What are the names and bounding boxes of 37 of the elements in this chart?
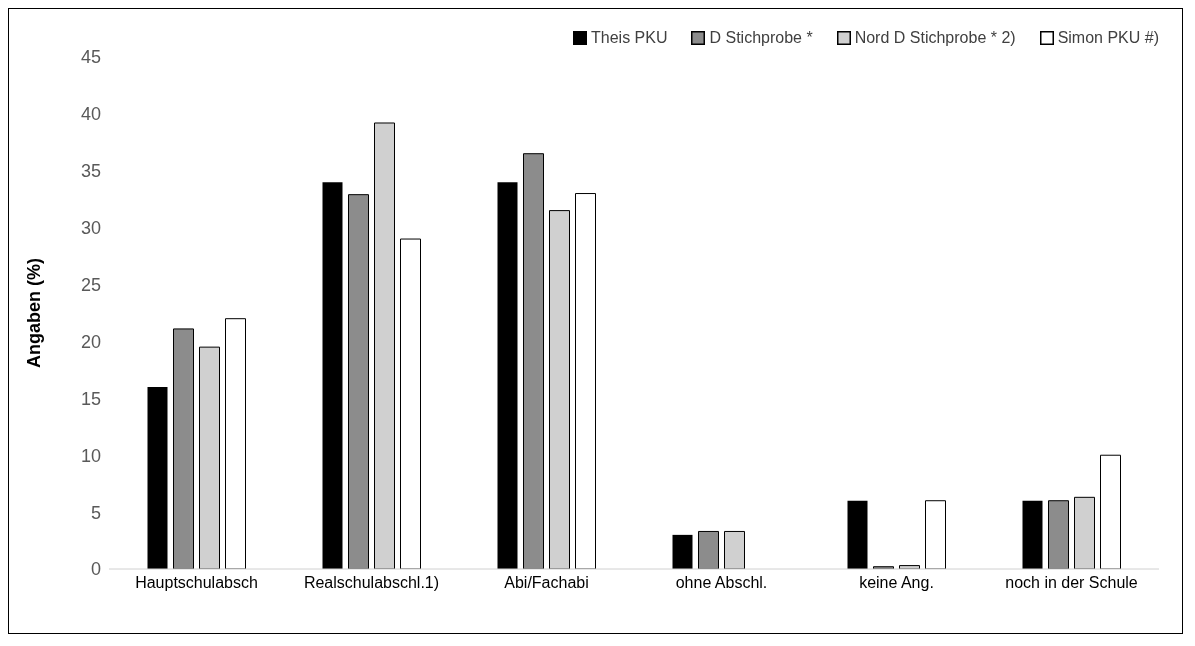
bar — [147, 386, 168, 569]
x-tick-label: noch in der Schule — [1005, 574, 1138, 592]
legend-label: Simon PKU #) — [1057, 29, 1159, 47]
y-tick-label: 35 — [80, 161, 101, 182]
bar — [925, 500, 946, 569]
y-tick-label: 25 — [80, 274, 101, 295]
bar — [1100, 454, 1121, 569]
x-tick-label: Abi/Fachabi — [504, 574, 589, 592]
y-tick-label: 30 — [80, 218, 101, 239]
y-tick-label: 45 — [80, 47, 101, 68]
bar — [173, 328, 194, 569]
y-tick-label: 10 — [80, 445, 101, 466]
y-axis-title: Angaben (%) — [24, 258, 45, 368]
bar — [400, 238, 421, 569]
legend-label: Theis PKU — [591, 29, 668, 47]
y-tick-label: 40 — [80, 104, 101, 125]
x-tick-label: keine Ang. — [859, 574, 934, 592]
x-tick-label: ohne Abschl. — [675, 574, 768, 592]
y-tick-label: 20 — [80, 331, 101, 352]
bar — [225, 318, 246, 569]
bar — [497, 182, 518, 569]
y-tick-label: 15 — [80, 388, 101, 409]
legend-label: Nord D Stichprobe * 2) — [854, 29, 1016, 47]
bar — [322, 182, 343, 569]
x-tick-label: Hauptschulabsch — [135, 574, 258, 592]
x-tick-label: Realschulabschl.1) — [303, 574, 440, 592]
bar — [1022, 500, 1043, 569]
bar — [348, 194, 369, 569]
bar — [847, 500, 868, 569]
bar — [523, 153, 544, 569]
bar — [698, 530, 719, 569]
legend-label: D Stichprobe * — [709, 29, 813, 47]
bar — [672, 534, 693, 569]
y-tick-label: 5 — [90, 502, 101, 523]
bar — [1048, 500, 1069, 569]
bar — [575, 193, 596, 569]
y-tick-label: 0 — [90, 559, 101, 580]
